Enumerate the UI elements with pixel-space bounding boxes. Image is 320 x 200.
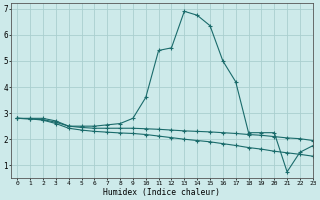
X-axis label: Humidex (Indice chaleur): Humidex (Indice chaleur): [103, 188, 220, 197]
